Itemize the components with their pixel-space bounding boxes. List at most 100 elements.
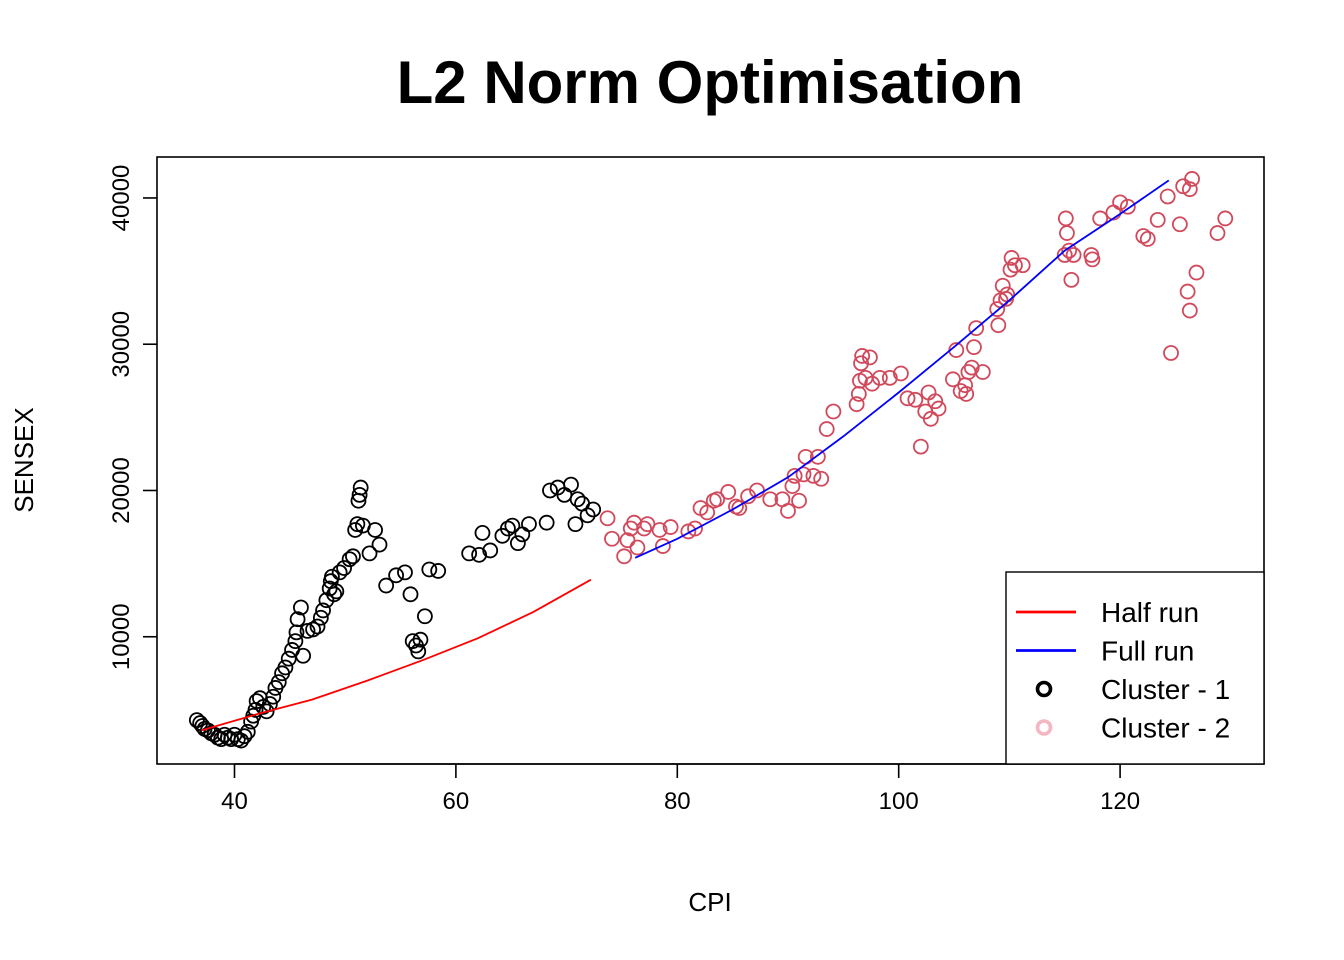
point-series-2 [720,484,737,500]
point-series-1 [569,491,586,508]
point-series-2 [966,339,982,356]
point-series-2 [1014,257,1031,274]
point-series-1 [563,476,579,493]
lines-layer [201,179,1170,732]
point-series-2 [1179,283,1196,300]
point-series-1 [402,586,419,603]
line-half-run [201,578,592,732]
line-full-run [634,179,1170,559]
point-series-2 [818,421,835,437]
point-series-1 [474,525,491,541]
point-series-1 [265,688,282,705]
point-series-2 [604,530,620,547]
point-series-2 [1163,345,1179,361]
points-layer [188,171,1234,749]
point-series-1 [351,486,368,503]
point-series-2 [1061,242,1078,259]
point-series-1 [293,599,309,616]
point-series-2 [1057,210,1074,227]
point-series-2 [762,491,779,508]
point-series-2 [1184,171,1200,187]
point-series-1 [504,517,521,534]
point-series-2 [699,504,716,521]
point-series-2 [968,320,985,337]
point-series-2 [1209,225,1226,241]
point-series-1 [416,608,433,625]
point-series-2 [1112,194,1128,211]
y-tick-label: 30000 [108,311,135,378]
point-series-2 [893,365,909,382]
point-series-2 [825,403,842,420]
point-series-1 [514,526,531,543]
point-series-2 [1059,225,1075,241]
point-series-2 [848,396,865,413]
legend-swatch [1035,719,1053,736]
point-series-2 [862,349,878,366]
point-series-1 [367,522,383,538]
point-series-1 [236,728,253,745]
point-series-1 [430,563,447,579]
point-series-2 [854,348,871,364]
point-series-2 [1007,257,1023,274]
point-series-1 [579,507,596,524]
point-series-1 [542,482,558,499]
point-series-2 [958,386,975,402]
point-series-2 [1003,250,1020,266]
point-series-1 [538,514,555,531]
point-series-2 [599,510,616,527]
chart-title: L2 Norm Optimisation [397,49,1024,116]
point-series-2 [912,438,929,455]
y-tick-label: 10000 [108,603,135,670]
point-series-2 [1159,188,1176,205]
point-series-1 [341,551,358,568]
point-series-2 [1217,210,1234,227]
point-series-1 [280,650,297,667]
point-series-1 [315,602,331,619]
point-series-2 [813,470,830,487]
point-series-1 [289,611,306,628]
point-series-1 [567,516,584,533]
point-series-2 [780,503,796,519]
point-series-1 [331,564,348,581]
point-series-2 [654,538,671,554]
point-series-1 [521,516,537,533]
point-series-1 [397,564,413,581]
x-tick-label: 60 [443,788,470,815]
legend-label: Half run [1101,597,1199,628]
point-series-1 [336,560,352,576]
point-series-1 [482,542,499,559]
legend: Half run Full run Cluster - 1 Cluster - 2 [1005,571,1265,765]
point-series-2 [922,410,939,427]
point-series-1 [328,583,345,600]
point-series-1 [287,633,304,650]
point-series-1 [371,536,388,553]
point-series-1 [410,643,427,660]
point-series-1 [471,546,488,563]
point-series-2 [1181,181,1198,198]
point-series-1 [461,545,478,562]
point-series-2 [960,364,977,380]
point-series-2 [990,317,1007,334]
point-series-1 [500,520,516,537]
point-series-2 [871,369,888,386]
point-series-2 [989,301,1006,318]
point-series-2 [662,519,679,535]
point-series-2 [636,520,652,537]
point-series-2 [629,539,646,556]
x-tick-label: 40 [221,788,248,815]
point-series-2 [930,400,947,417]
point-series-1 [345,548,361,565]
point-series-2 [850,386,867,402]
point-series-2 [994,277,1011,294]
point-series-2 [805,467,822,484]
x-tick-label: 80 [664,788,691,815]
point-series-2 [927,393,944,410]
point-series-1 [239,723,256,740]
point-series-2 [881,369,898,386]
point-series-1 [309,618,326,635]
point-series-2 [1181,302,1198,319]
point-series-2 [687,520,703,537]
point-series-2 [651,522,668,538]
point-series-2 [1092,210,1109,227]
